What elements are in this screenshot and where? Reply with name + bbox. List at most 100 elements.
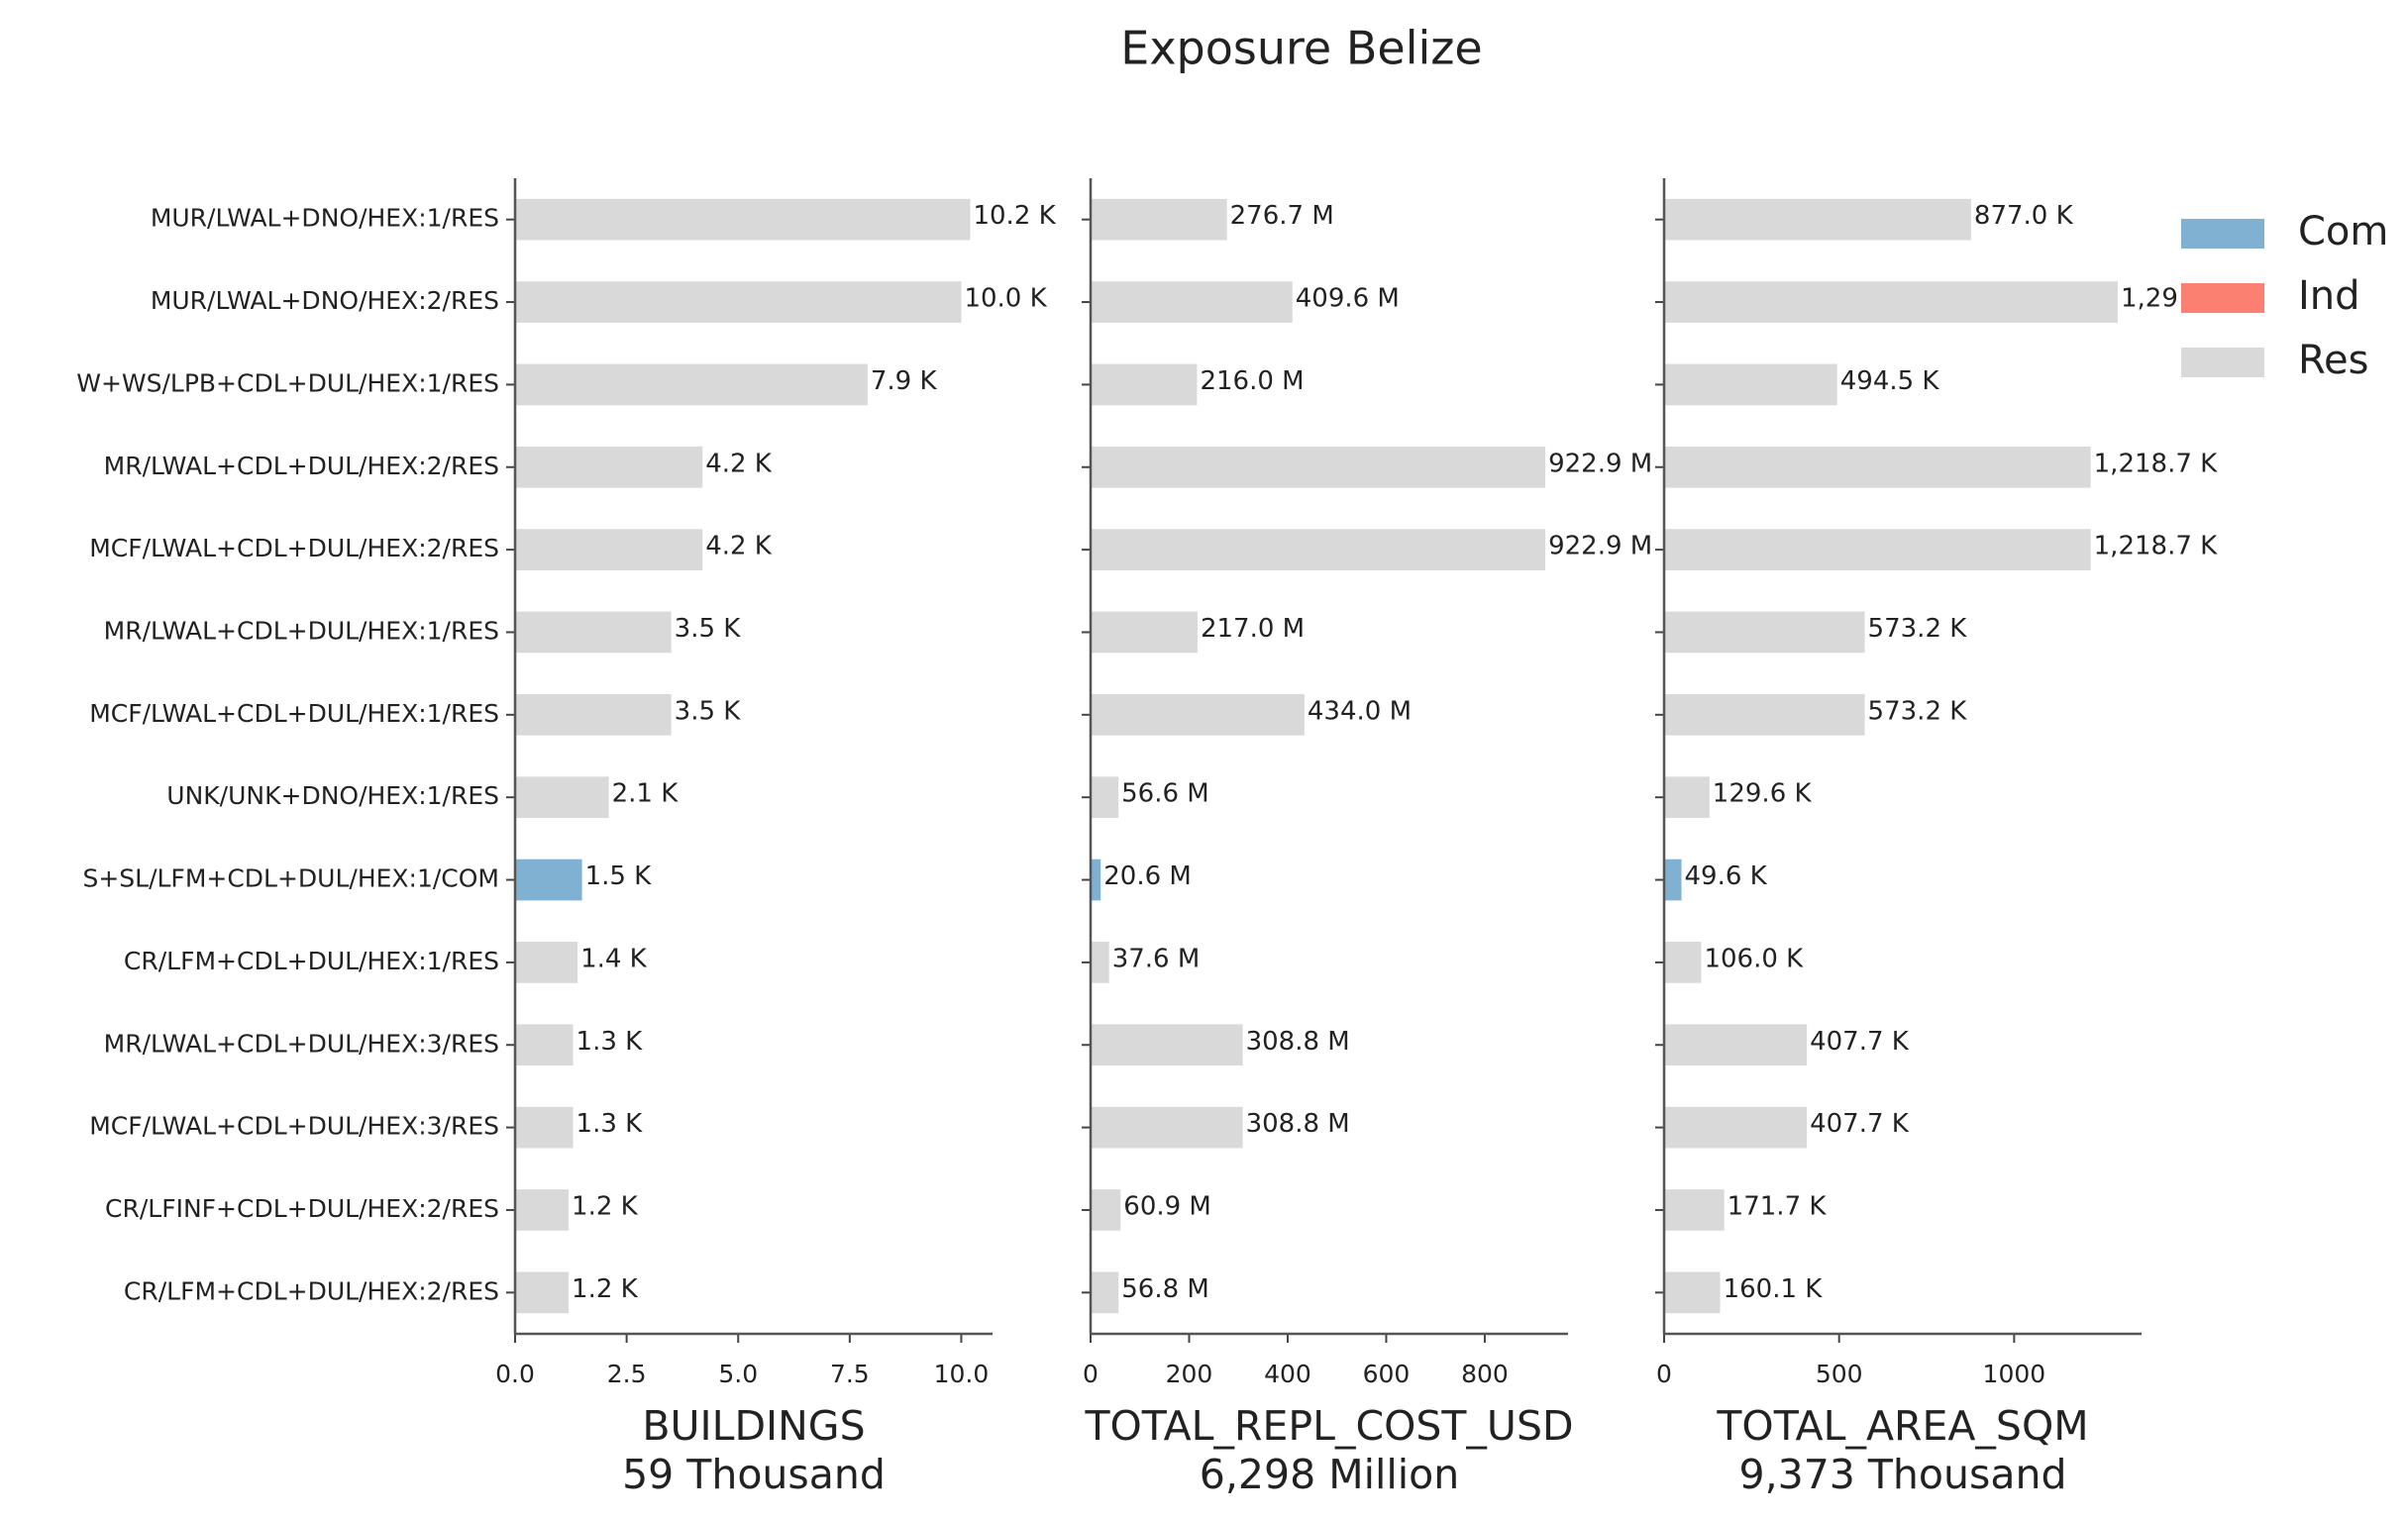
y-tick-label: MUR/LWAL+DNO/HEX:2/RES [151,286,499,315]
value-label: 1,218.7 K [2094,449,2219,478]
bar [1091,776,1119,819]
bar [1664,611,1865,654]
bar [515,693,672,736]
legend-label: Res [2298,338,2368,383]
value-label: 573.2 K [1868,696,1968,726]
bar [1091,859,1101,901]
value-label: 2.1 K [612,779,680,809]
bar [515,942,578,983]
value-label: 3.5 K [675,696,742,726]
value-label: 1.3 K [576,1109,644,1139]
value-label: 407.7 K [1810,1027,1910,1057]
y-tick-label: W+WS/LPB+CDL+DUL/HEX:1/RES [76,368,499,397]
bar [1664,942,1702,983]
x-tick-label: 0 [1083,1360,1099,1388]
bar [1091,446,1546,488]
bar [515,198,971,241]
bar [515,1189,570,1231]
y-tick-label: MCF/LWAL+CDL+DUL/HEX:1/RES [89,699,499,728]
value-label: 573.2 K [1868,614,1968,644]
value-label: 308.8 M [1246,1027,1350,1057]
legend-swatch [2181,219,2264,249]
value-label: 276.7 M [1230,201,1334,231]
value-label: 434.0 M [1308,696,1412,726]
value-label: 922.9 M [1548,532,1652,561]
bar [1664,446,2091,488]
bar [1091,942,1109,983]
bar [515,363,868,406]
legend-swatch [2181,283,2264,313]
bar [1664,776,1710,819]
y-tick-label: S+SL/LFM+CDL+DUL/HEX:1/COM [82,864,499,893]
value-label: 4.2 K [705,532,773,561]
x-tick-label: 600 [1363,1360,1411,1388]
value-label: 49.6 K [1685,861,1768,891]
bar [1091,1189,1121,1231]
y-tick-label: MCF/LWAL+CDL+DUL/HEX:2/RES [89,534,499,562]
y-tick-label: MR/LWAL+CDL+DUL/HEX:3/RES [104,1029,499,1058]
value-label: 1.5 K [585,861,653,891]
bar [1091,611,1198,654]
legend: Com Ind Res [2178,198,2408,396]
x-tick-label: 0.0 [495,1360,535,1388]
bar [515,1024,574,1066]
chart-title: Exposure Belize [1120,22,1482,75]
value-label: 216.0 M [1200,366,1304,396]
value-label: 20.6 M [1103,861,1192,891]
value-label: 877.0 K [1974,201,2074,231]
value-label: 10.0 K [964,284,1047,314]
y-tick-label: UNK/UNK+DNO/HEX:1/RES [166,781,499,810]
x-tick-label: 500 [1816,1360,1863,1388]
bar [1091,198,1227,241]
bar [1664,859,1682,901]
bar [1664,693,1865,736]
y-tick-label: MCF/LWAL+CDL+DUL/HEX:3/RES [89,1112,499,1141]
bar [1091,1271,1119,1314]
bar [515,281,962,323]
value-label: 1,218.7 K [2094,532,2219,561]
bar [1664,363,1837,406]
x-tick-label: 0 [1656,1360,1672,1388]
value-label: 494.5 K [1840,366,1940,396]
value-label: 129.6 K [1713,779,1813,809]
legend-label: Com [2298,209,2388,254]
bar [1091,693,1305,736]
value-label: 1.3 K [576,1027,644,1057]
x-tick-label: 2.5 [607,1360,647,1388]
x-tick-label: 1000 [1983,1360,2046,1388]
bar [1664,281,2118,323]
x-tick-label: 200 [1166,1360,1213,1388]
bar [515,529,703,570]
legend-label: Ind [2298,273,2360,319]
x-tick-label: 400 [1264,1360,1311,1388]
bar [1091,529,1546,570]
y-tick-label: CR/LFM+CDL+DUL/HEX:2/RES [124,1276,499,1305]
bar [1664,1189,1725,1231]
x-axis-note: 59 Thousand [622,1451,886,1498]
value-label: 56.6 M [1121,779,1209,809]
bar [1664,529,2091,570]
value-label: 10.2 K [973,201,1056,231]
value-label: 409.6 M [1296,284,1400,314]
value-label: 308.8 M [1246,1109,1350,1139]
bar [1091,1106,1243,1149]
bar [1664,1271,1721,1314]
value-label: 160.1 K [1724,1274,1824,1304]
bar [515,1106,574,1149]
x-axis-note: 6,298 Million [1200,1451,1459,1498]
legend-swatch [2181,348,2264,377]
bar [1664,198,1971,241]
value-label: 60.9 M [1123,1191,1211,1221]
bar [1091,363,1198,406]
y-tick-label: MUR/LWAL+DNO/HEX:1/RES [151,204,499,233]
y-tick-label: MR/LWAL+CDL+DUL/HEX:1/RES [104,616,499,645]
bar [1664,1106,1808,1149]
bar [1091,281,1293,323]
x-tick-label: 10.0 [934,1360,990,1388]
bar [515,1271,570,1314]
x-tick-label: 7.5 [830,1360,870,1388]
bar [515,611,672,654]
value-label: 37.6 M [1112,944,1201,973]
x-axis-label: TOTAL_AREA_SQM [1716,1402,2088,1450]
